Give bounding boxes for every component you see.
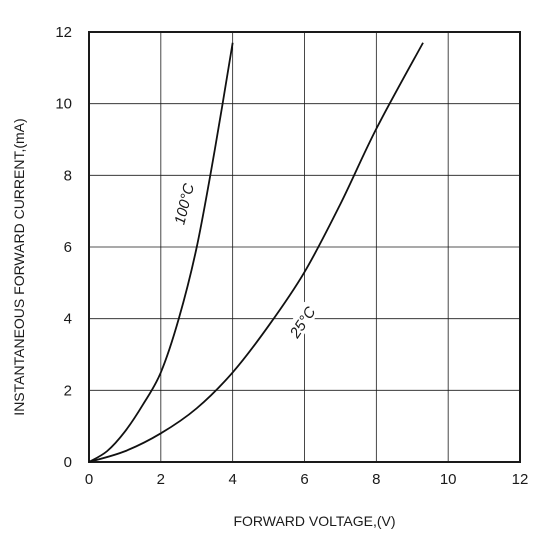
x-tick-label: 6	[300, 471, 308, 488]
annotation-mask	[170, 184, 197, 224]
y-tick-label: 4	[64, 311, 72, 328]
series-line-1	[88, 42, 424, 463]
curve-annotations: 100°C25°C	[170, 182, 320, 342]
x-tick-label: 2	[157, 471, 165, 488]
x-tick-label: 0	[85, 471, 93, 488]
y-tick-label: 12	[55, 24, 72, 41]
y-tick-label: 10	[55, 96, 72, 113]
x-tick-label: 4	[228, 471, 236, 488]
y-tick-label: 8	[64, 167, 72, 184]
y-tick-label: 0	[64, 454, 72, 471]
x-tick-label: 8	[372, 471, 380, 488]
y-axis-label: INSTANTANEOUS FORWARD CURRENT,(mA)	[11, 118, 27, 415]
y-tick-label: 6	[64, 239, 72, 256]
grid-lines	[89, 32, 520, 462]
x-axis-label: FORWARD VOLTAGE,(V)	[233, 513, 395, 529]
annotation-mask	[284, 301, 320, 342]
curve-annotation: 100°C	[171, 182, 198, 227]
y-tick-label: 2	[64, 382, 72, 399]
x-tick-label: 10	[440, 471, 457, 488]
x-tick-label: 12	[512, 471, 529, 488]
curves	[88, 42, 424, 463]
x-tick-labels: 0 2 4 6 8 10 12	[85, 471, 529, 488]
series-line-0	[88, 42, 234, 463]
y-tick-labels: 0 2 4 6 8 10 12	[55, 24, 72, 471]
